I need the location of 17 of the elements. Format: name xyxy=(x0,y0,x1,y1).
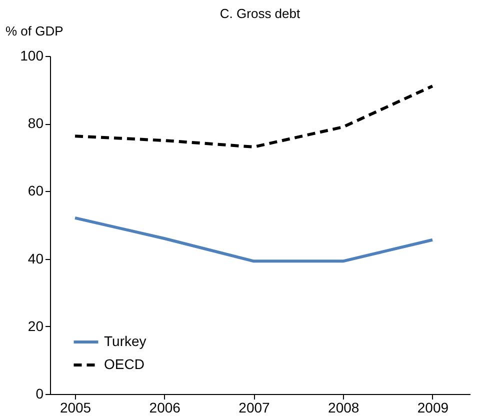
legend-label: OECD xyxy=(104,356,144,372)
chart-title: C. Gross debt xyxy=(220,6,300,21)
x-tick-label: 2008 xyxy=(328,400,360,416)
y-tick-label: 100 xyxy=(20,48,44,64)
x-tick-label: 2009 xyxy=(417,400,449,416)
x-tick-label: 2006 xyxy=(149,400,181,416)
x-tick-label: 2007 xyxy=(238,400,270,416)
y-tick-label: 40 xyxy=(28,250,44,266)
y-tick-label: 20 xyxy=(28,318,44,334)
y-tick-label: 60 xyxy=(28,182,44,199)
y-tick-label: 0 xyxy=(36,386,44,402)
line-series xyxy=(74,216,434,263)
y-axis-title: % of GDP xyxy=(6,24,64,38)
line-series xyxy=(74,84,434,148)
legend-label: Turkey xyxy=(104,333,146,349)
y-tick-label: 80 xyxy=(28,115,44,132)
x-tick-label: 2005 xyxy=(60,400,92,416)
